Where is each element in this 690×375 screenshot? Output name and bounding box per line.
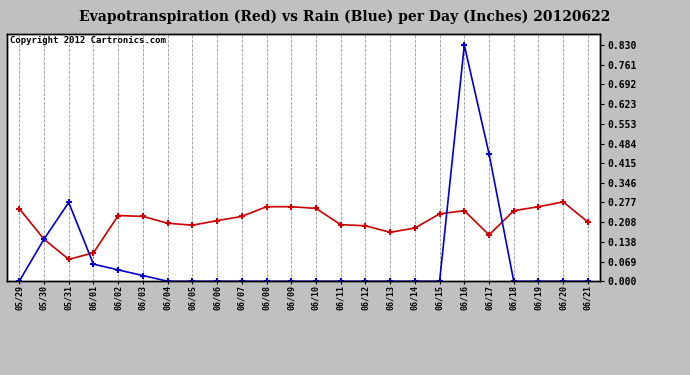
Text: Evapotranspiration (Red) vs Rain (Blue) per Day (Inches) 20120622: Evapotranspiration (Red) vs Rain (Blue) …	[79, 9, 611, 24]
Text: Copyright 2012 Cartronics.com: Copyright 2012 Cartronics.com	[10, 36, 166, 45]
